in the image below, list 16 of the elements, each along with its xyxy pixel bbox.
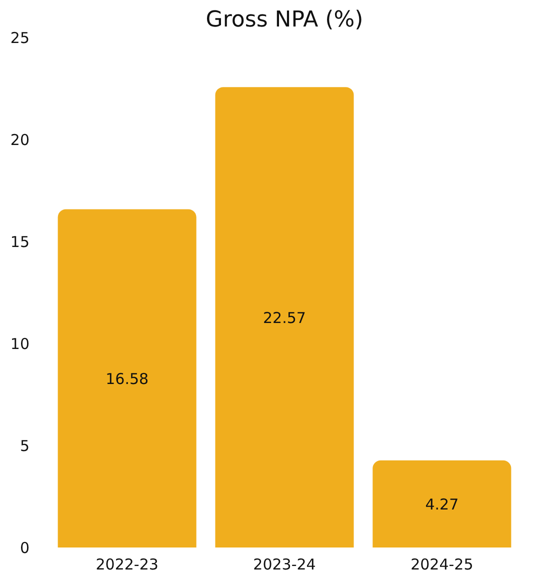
- x-tick-label: 2024-25: [410, 556, 474, 574]
- data-label: 4.27: [425, 495, 459, 514]
- bar: [215, 87, 354, 548]
- y-tick-label: 15: [10, 233, 30, 251]
- y-tick-label: 10: [10, 335, 30, 353]
- data-label: 22.57: [263, 308, 306, 327]
- y-tick-label: 0: [20, 539, 30, 557]
- bar: [58, 209, 196, 548]
- y-tick-label: 20: [10, 131, 30, 149]
- y-tick-label: 25: [10, 29, 30, 47]
- x-tick-label: 2023-24: [253, 556, 316, 574]
- y-tick-label: 5: [20, 437, 30, 455]
- data-label: 16.58: [106, 370, 149, 388]
- x-tick-label: 2022-23: [96, 556, 158, 574]
- bar: [372, 460, 512, 548]
- chart-title: Gross NPA (%): [206, 8, 364, 32]
